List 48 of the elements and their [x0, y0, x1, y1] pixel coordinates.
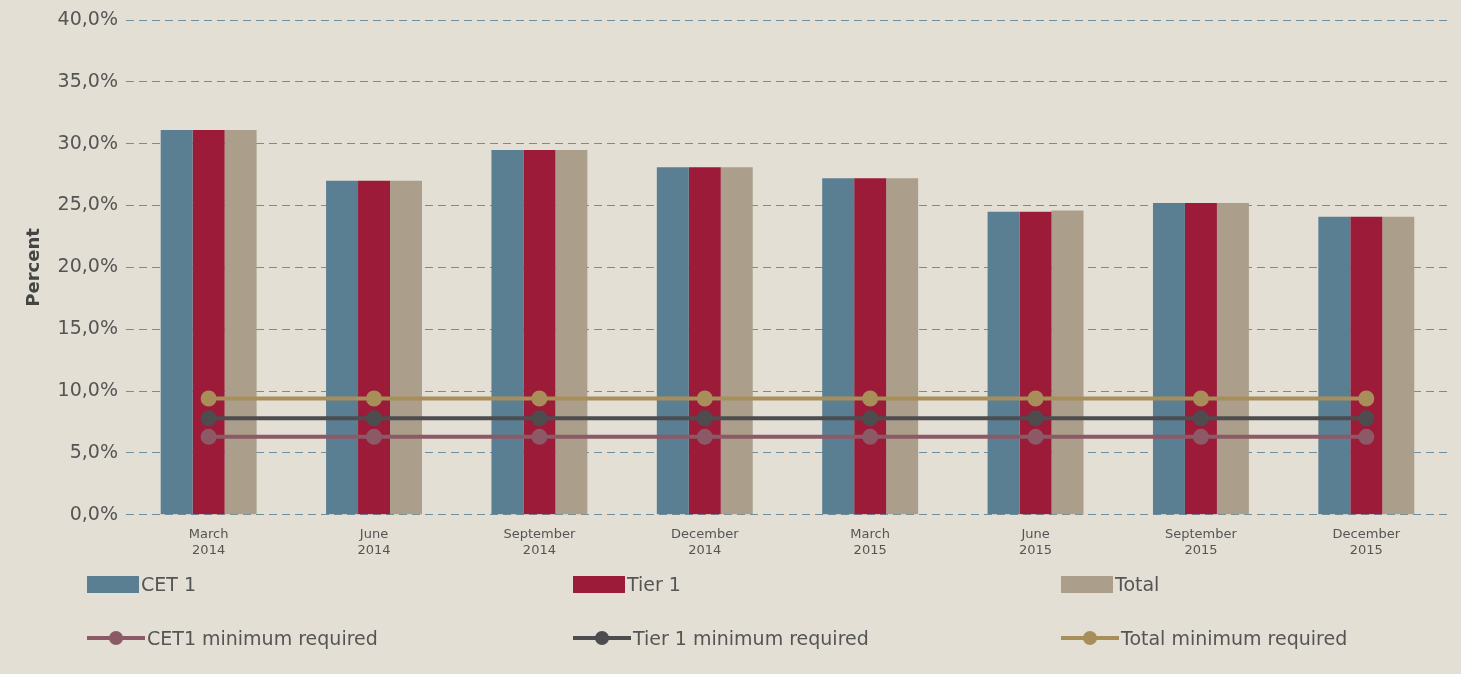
bar — [688, 167, 721, 515]
y-tick-label: 10,0% — [57, 378, 118, 401]
bar — [1184, 203, 1217, 515]
x-tick-label: March 2015 — [850, 525, 890, 557]
y-tick-label: 25,0% — [57, 192, 118, 215]
legend-label: Tier 1 minimum required — [633, 627, 869, 649]
bar — [1216, 203, 1249, 515]
bar — [886, 178, 919, 515]
bar — [491, 149, 524, 515]
bar — [523, 149, 556, 515]
bar — [1152, 203, 1185, 515]
bar — [1051, 210, 1084, 515]
bar — [358, 180, 391, 515]
legend-label: CET1 minimum required — [147, 627, 378, 649]
bar — [1382, 216, 1415, 515]
x-tick-label: June 2014 — [357, 525, 391, 557]
y-tick-label: 0,0% — [69, 501, 118, 524]
bar — [987, 211, 1020, 515]
bar — [555, 149, 588, 515]
bar — [390, 180, 422, 515]
x-tick-label: September 2014 — [503, 525, 576, 557]
x-tick-label: September 2015 — [1165, 525, 1238, 557]
bar — [326, 180, 359, 515]
bar — [1019, 211, 1052, 515]
y-tick-label: 20,0% — [57, 254, 118, 277]
bar — [192, 130, 225, 515]
y-tick-label: 5,0% — [69, 439, 118, 462]
y-tick-label: 30,0% — [57, 130, 118, 153]
legend-label: Total — [1115, 573, 1160, 595]
y-tick-label: 40,0% — [57, 6, 118, 29]
bar — [160, 130, 193, 515]
bar — [656, 167, 689, 515]
x-tick-label: March 2014 — [188, 525, 229, 557]
bar — [854, 178, 887, 515]
bar — [224, 130, 257, 515]
bar — [720, 167, 753, 515]
bar — [1350, 216, 1383, 515]
legend-label: Total minimum required — [1121, 627, 1348, 649]
bar — [822, 178, 855, 515]
x-tick-label: December 2015 — [1332, 525, 1401, 557]
x-tick-label: June 2015 — [1019, 525, 1053, 557]
x-tick-label: December 2014 — [671, 525, 740, 557]
y-tick-label: 15,0% — [57, 316, 118, 339]
y-tick-label: 35,0% — [57, 68, 118, 91]
bar — [1318, 216, 1351, 515]
legend-label: CET 1 — [141, 573, 197, 595]
y-axis-title: Percent — [22, 227, 44, 307]
legend-label: Tier 1 — [627, 573, 681, 595]
